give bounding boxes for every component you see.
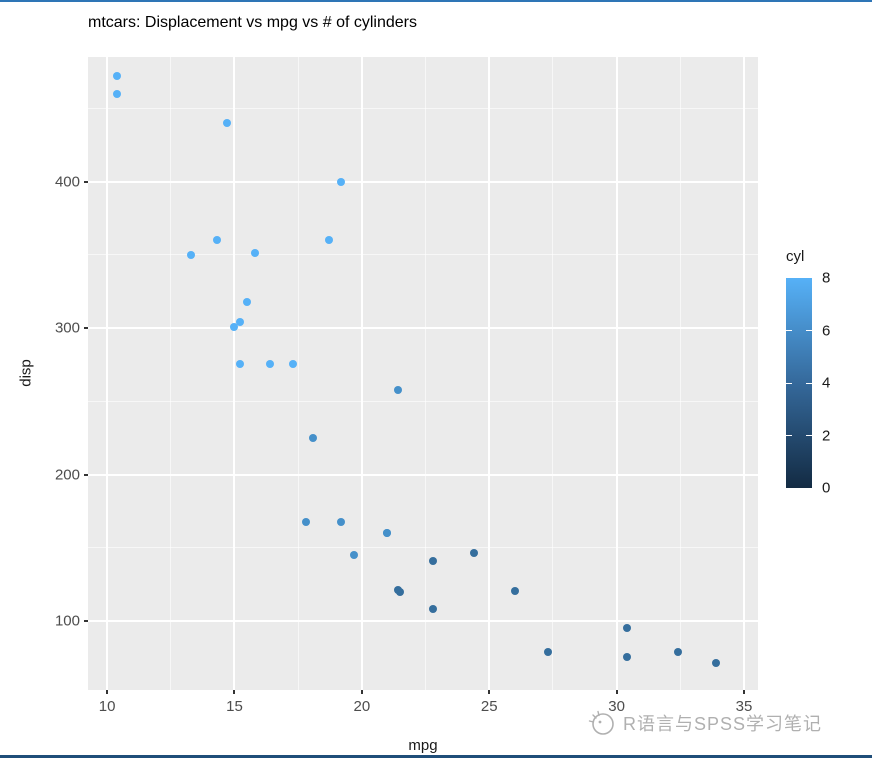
x-axis-tick-mark (360, 690, 363, 694)
data-point (235, 318, 244, 327)
data-point (429, 557, 438, 566)
gridline-minor-horizontal (88, 254, 758, 256)
y-axis-tick-label: 400 (54, 173, 80, 191)
x-axis-tick-label: 10 (98, 698, 116, 715)
y-axis-tick-label: 300 (54, 319, 80, 337)
y-axis-tick-label: 200 (54, 466, 80, 484)
data-point (212, 236, 221, 245)
x-axis-tick-label: 20 (353, 698, 371, 715)
gridline-minor-horizontal (88, 107, 758, 109)
chart-title: mtcars: Displacement vs mpg vs # of cyli… (88, 14, 417, 31)
data-point (309, 433, 318, 442)
x-axis-tick-mark (106, 690, 109, 694)
legend-title: cyl (786, 248, 805, 265)
data-point (266, 359, 275, 368)
gridline-major-vertical (233, 57, 236, 690)
legend-tick-label: 8 (822, 269, 831, 287)
data-point (113, 72, 122, 81)
data-point (301, 518, 310, 527)
data-point (469, 548, 478, 557)
gridline-major-vertical (742, 57, 745, 690)
gridline-minor-vertical (552, 57, 554, 690)
data-point (711, 659, 720, 668)
legend-colorbar-tick (806, 330, 812, 331)
data-point (222, 118, 231, 127)
watermark: R语言与SPSS学习笔记 (586, 708, 822, 738)
gridline-major-horizontal (88, 180, 758, 183)
watermark-logo-icon (588, 710, 614, 735)
legend-tick-label: 0 (822, 479, 831, 497)
data-point (393, 586, 402, 595)
bottom-border-line (0, 755, 872, 758)
plot-panel (88, 57, 758, 690)
legend-colorbar-tick (806, 435, 812, 436)
gridline-major-horizontal (88, 473, 758, 476)
legend-tick-label: 6 (822, 322, 831, 339)
gridline-major-vertical (488, 57, 491, 690)
gridline-minor-vertical (679, 57, 681, 690)
data-point (250, 249, 259, 258)
legend-tick-label: 4 (822, 374, 831, 392)
data-point (383, 529, 392, 538)
data-point (622, 624, 631, 633)
legend-colorbar-tick (786, 435, 792, 436)
y-axis-title: disp (17, 359, 35, 387)
data-point (337, 177, 346, 186)
data-point (243, 297, 252, 306)
gridline-major-horizontal (88, 620, 758, 623)
data-point (510, 587, 519, 596)
x-axis-title: mpg (408, 737, 438, 754)
data-point (393, 385, 402, 394)
gridline-major-vertical (106, 57, 109, 690)
data-point (230, 322, 239, 331)
legend-colorbar-tick (786, 330, 792, 331)
x-axis-tick-label: 25 (480, 698, 498, 715)
data-point (350, 551, 359, 560)
data-point (622, 652, 631, 661)
data-point (235, 359, 244, 368)
x-axis-tick-mark (742, 690, 745, 694)
gridline-minor-horizontal (88, 400, 758, 402)
gridline-minor-vertical (425, 57, 427, 690)
legend-colorbar-tick (786, 382, 792, 384)
data-point (673, 648, 682, 657)
gridline-minor-vertical (170, 57, 172, 690)
gridline-major-vertical (360, 57, 363, 690)
x-axis-tick-mark (615, 690, 618, 694)
data-point (429, 605, 438, 614)
legend-colorbar-tick (806, 382, 812, 384)
legend-tick-label: 2 (822, 427, 831, 444)
data-point (543, 647, 552, 656)
gridline-major-vertical (615, 57, 618, 690)
data-point (113, 89, 122, 98)
data-point (289, 359, 298, 368)
gridline-minor-horizontal (88, 547, 758, 549)
top-border-line (0, 0, 872, 2)
data-point (337, 518, 346, 527)
x-axis-tick-label: 15 (226, 698, 243, 715)
y-axis-tick-label: 100 (54, 612, 80, 630)
x-axis-tick-mark (233, 690, 236, 694)
watermark-text: R语言与SPSS学习笔记 (623, 714, 823, 734)
gridline-major-horizontal (88, 327, 758, 330)
data-point (324, 236, 333, 245)
data-point (187, 250, 196, 259)
x-axis-tick-mark (488, 690, 491, 694)
gridline-minor-vertical (297, 57, 299, 690)
